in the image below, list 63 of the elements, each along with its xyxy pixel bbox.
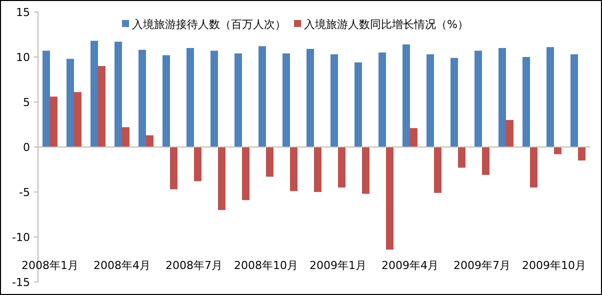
bar bbox=[146, 135, 154, 147]
x-tick-label: 2008年7月 bbox=[166, 259, 222, 272]
bar bbox=[354, 62, 362, 147]
bar bbox=[218, 147, 226, 210]
bar bbox=[74, 92, 82, 147]
bar bbox=[290, 147, 298, 192]
bar bbox=[522, 57, 530, 147]
bar bbox=[402, 44, 410, 147]
bar bbox=[114, 42, 122, 147]
bar bbox=[578, 147, 586, 160]
bar bbox=[90, 40, 98, 147]
y-tick-label: -10 bbox=[12, 231, 30, 244]
legend-label: 入境旅游接待人数（百万人次） bbox=[132, 18, 286, 31]
bar bbox=[378, 52, 386, 147]
bar bbox=[194, 147, 202, 182]
bar bbox=[450, 58, 458, 147]
x-tick-label: 2008年1月 bbox=[22, 259, 78, 272]
bar bbox=[362, 147, 370, 194]
bar bbox=[530, 147, 538, 188]
bar bbox=[162, 55, 170, 147]
bar bbox=[210, 50, 218, 147]
bar bbox=[122, 127, 130, 147]
bar bbox=[434, 147, 442, 193]
x-tick-label: 2009年1月 bbox=[310, 259, 366, 272]
bar bbox=[386, 147, 394, 250]
bar bbox=[314, 147, 322, 192]
bar bbox=[474, 50, 482, 147]
x-tick-label: 2008年4月 bbox=[94, 259, 150, 272]
bar bbox=[234, 53, 242, 147]
bar bbox=[50, 96, 58, 147]
x-tick-label: 2008年10月 bbox=[234, 259, 298, 272]
bar bbox=[546, 47, 554, 147]
y-tick-label: 0 bbox=[23, 141, 30, 154]
y-tick-label: -5 bbox=[19, 186, 30, 199]
bar bbox=[42, 50, 50, 147]
bar bbox=[242, 147, 250, 200]
bar bbox=[330, 54, 338, 147]
bar bbox=[282, 53, 290, 147]
bar bbox=[410, 128, 418, 147]
y-tick-label: -15 bbox=[12, 276, 30, 289]
bar bbox=[306, 48, 314, 147]
y-tick-label: 10 bbox=[16, 51, 30, 64]
x-tick-label: 2009年7月 bbox=[454, 259, 510, 272]
bar bbox=[266, 147, 274, 177]
bar bbox=[482, 147, 490, 175]
bar bbox=[570, 54, 578, 147]
x-tick-label: 2009年10月 bbox=[522, 259, 586, 272]
bar bbox=[554, 147, 562, 154]
bar bbox=[66, 58, 74, 147]
y-tick-label: 15 bbox=[16, 6, 30, 19]
y-tick-label: 5 bbox=[23, 96, 30, 109]
bar bbox=[458, 147, 466, 168]
x-tick-label: 2009年4月 bbox=[382, 259, 438, 272]
legend-label: 入境旅游人数同比增长情况（%） bbox=[304, 18, 468, 31]
bar bbox=[258, 46, 266, 147]
bar bbox=[338, 147, 346, 188]
bar bbox=[186, 48, 194, 147]
bar bbox=[98, 66, 106, 147]
bar bbox=[170, 147, 178, 190]
bar bbox=[138, 50, 146, 147]
bar bbox=[426, 54, 434, 147]
bar bbox=[506, 120, 514, 147]
bar bbox=[498, 48, 506, 147]
